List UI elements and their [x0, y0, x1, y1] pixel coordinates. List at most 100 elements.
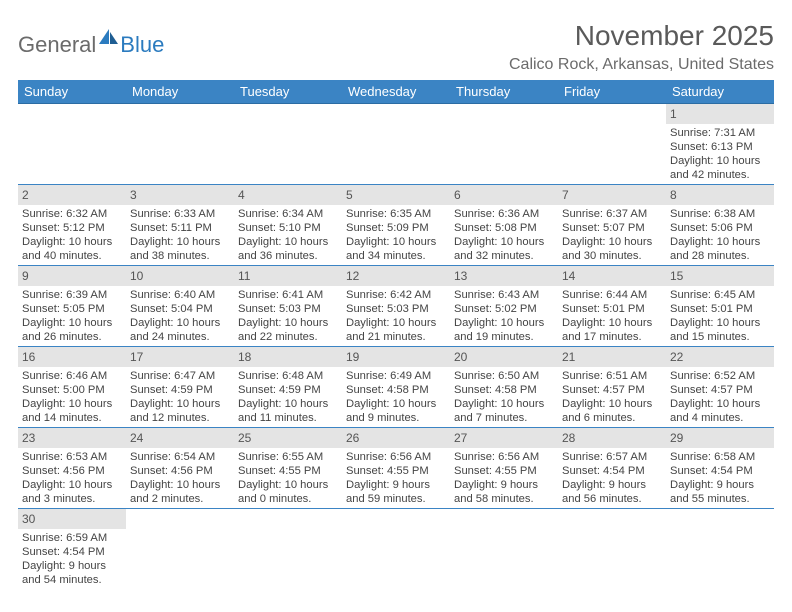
day-number: 19	[346, 350, 359, 364]
day-details: Sunrise: 6:41 AMSunset: 5:03 PMDaylight:…	[234, 286, 342, 346]
day-details: Sunrise: 6:46 AMSunset: 5:00 PMDaylight:…	[18, 367, 126, 427]
day-details: Sunrise: 6:47 AMSunset: 4:59 PMDaylight:…	[126, 367, 234, 427]
calendar-day-empty	[558, 104, 666, 185]
day-detail-line: Sunset: 4:58 PM	[346, 383, 446, 397]
day-detail-line: Sunrise: 6:45 AM	[670, 288, 770, 302]
location: Calico Rock, Arkansas, United States	[509, 56, 774, 74]
calendar-day: 8 Sunrise: 6:38 AMSunset: 5:06 PMDaylight…	[666, 185, 774, 266]
day-number: 21	[562, 350, 575, 364]
weekday-header: Sunday	[18, 80, 126, 104]
day-number-bar: 22	[666, 347, 774, 367]
calendar-day-empty	[450, 104, 558, 185]
day-detail-line: Daylight: 10 hours	[346, 235, 446, 249]
calendar-week: 30 Sunrise: 6:59 AMSunset: 4:54 PMDayligh…	[18, 509, 774, 590]
weekday-header: Friday	[558, 80, 666, 104]
day-detail-line: Sunset: 5:10 PM	[238, 221, 338, 235]
day-number-bar: 18	[234, 347, 342, 367]
day-number: 8	[670, 188, 677, 202]
day-details: Sunrise: 6:52 AMSunset: 4:57 PMDaylight:…	[666, 367, 774, 427]
day-detail-line: Sunset: 5:02 PM	[454, 302, 554, 316]
day-detail-line: and 6 minutes.	[562, 411, 662, 425]
day-detail-line: Daylight: 10 hours	[670, 316, 770, 330]
day-details: Sunrise: 6:43 AMSunset: 5:02 PMDaylight:…	[450, 286, 558, 346]
calendar-day-empty	[126, 104, 234, 185]
day-detail-line: Sunset: 5:01 PM	[562, 302, 662, 316]
day-details: Sunrise: 6:51 AMSunset: 4:57 PMDaylight:…	[558, 367, 666, 427]
day-detail-line: Daylight: 10 hours	[238, 235, 338, 249]
day-detail-line: and 30 minutes.	[562, 249, 662, 263]
logo-text-general: General	[18, 32, 96, 58]
calendar-day: 14Sunrise: 6:44 AMSunset: 5:01 PMDayligh…	[558, 266, 666, 347]
day-number-bar: 11	[234, 266, 342, 286]
day-details: Sunrise: 6:39 AMSunset: 5:05 PMDaylight:…	[18, 286, 126, 346]
day-number: 13	[454, 269, 467, 283]
day-detail-line: Daylight: 10 hours	[670, 397, 770, 411]
day-details: Sunrise: 6:57 AMSunset: 4:54 PMDaylight:…	[558, 448, 666, 508]
sail-icon	[98, 28, 120, 51]
day-detail-line: Sunset: 5:12 PM	[22, 221, 122, 235]
day-detail-line: and 7 minutes.	[454, 411, 554, 425]
day-detail-line: Daylight: 10 hours	[670, 154, 770, 168]
day-detail-line: Sunrise: 6:59 AM	[22, 531, 122, 545]
day-number: 20	[454, 350, 467, 364]
day-detail-line: Sunset: 5:03 PM	[346, 302, 446, 316]
calendar-day-empty	[558, 509, 666, 590]
day-detail-line: Sunrise: 6:42 AM	[346, 288, 446, 302]
day-detail-line: Sunrise: 6:32 AM	[22, 207, 122, 221]
day-number: 5	[346, 188, 353, 202]
day-detail-line: and 58 minutes.	[454, 492, 554, 506]
day-detail-line: Daylight: 10 hours	[346, 316, 446, 330]
day-number: 3	[130, 188, 137, 202]
day-number-bar: 23	[18, 428, 126, 448]
day-detail-line: Sunrise: 6:34 AM	[238, 207, 338, 221]
day-detail-line: Daylight: 10 hours	[130, 235, 230, 249]
calendar-day-empty	[234, 509, 342, 590]
day-number: 17	[130, 350, 143, 364]
day-detail-line: and 26 minutes.	[22, 330, 122, 344]
day-detail-line: Sunrise: 6:48 AM	[238, 369, 338, 383]
day-details: Sunrise: 6:49 AMSunset: 4:58 PMDaylight:…	[342, 367, 450, 427]
day-number: 25	[238, 431, 251, 445]
day-detail-line: and 4 minutes.	[670, 411, 770, 425]
weekday-header-row: SundayMondayTuesdayWednesdayThursdayFrid…	[18, 80, 774, 104]
calendar-day-empty	[342, 104, 450, 185]
day-detail-line: Sunrise: 6:57 AM	[562, 450, 662, 464]
day-detail-line: and 59 minutes.	[346, 492, 446, 506]
day-number-bar: 16	[18, 347, 126, 367]
day-detail-line: Sunset: 4:55 PM	[454, 464, 554, 478]
day-detail-line: Daylight: 10 hours	[454, 397, 554, 411]
day-number: 30	[22, 512, 35, 526]
day-detail-line: Sunset: 4:56 PM	[130, 464, 230, 478]
day-detail-line: Daylight: 9 hours	[22, 559, 122, 573]
weekday-header: Thursday	[450, 80, 558, 104]
day-detail-line: Sunset: 5:06 PM	[670, 221, 770, 235]
day-number-bar: 20	[450, 347, 558, 367]
calendar-day: 21 Sunrise: 6:51 AMSunset: 4:57 PMDayligh…	[558, 347, 666, 428]
day-number-bar: 29	[666, 428, 774, 448]
day-detail-line: Sunrise: 7:31 AM	[670, 126, 770, 140]
day-number: 7	[562, 188, 569, 202]
day-number-bar: 15	[666, 266, 774, 286]
day-details: Sunrise: 6:35 AMSunset: 5:09 PMDaylight:…	[342, 205, 450, 265]
day-detail-line: Sunset: 5:05 PM	[22, 302, 122, 316]
calendar-day: 12Sunrise: 6:42 AMSunset: 5:03 PMDayligh…	[342, 266, 450, 347]
day-details: Sunrise: 6:59 AMSunset: 4:54 PMDaylight:…	[18, 529, 126, 589]
day-details: Sunrise: 6:38 AMSunset: 5:06 PMDaylight:…	[666, 205, 774, 265]
day-detail-line: Sunset: 5:01 PM	[670, 302, 770, 316]
day-detail-line: and 42 minutes.	[670, 168, 770, 182]
calendar-day: 22Sunrise: 6:52 AMSunset: 4:57 PMDayligh…	[666, 347, 774, 428]
day-detail-line: Daylight: 10 hours	[562, 235, 662, 249]
calendar-week: 9Sunrise: 6:39 AMSunset: 5:05 PMDaylight…	[18, 266, 774, 347]
day-detail-line: and 15 minutes.	[670, 330, 770, 344]
day-detail-line: and 21 minutes.	[346, 330, 446, 344]
day-number-bar: 8	[666, 185, 774, 205]
day-number: 14	[562, 269, 575, 283]
day-number-bar: 9	[18, 266, 126, 286]
day-detail-line: Sunset: 4:57 PM	[670, 383, 770, 397]
day-number: 11	[238, 269, 250, 283]
day-number: 18	[238, 350, 251, 364]
calendar-day: 24Sunrise: 6:54 AMSunset: 4:56 PMDayligh…	[126, 428, 234, 509]
day-detail-line: Sunset: 5:00 PM	[22, 383, 122, 397]
day-detail-line: and 0 minutes.	[238, 492, 338, 506]
calendar-day: 2Sunrise: 6:32 AMSunset: 5:12 PMDaylight…	[18, 185, 126, 266]
